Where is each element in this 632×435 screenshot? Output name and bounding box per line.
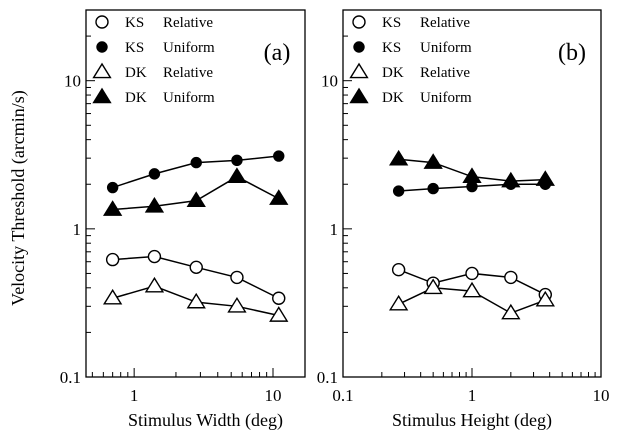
data-point <box>535 170 555 186</box>
x-tick-label: 1 <box>468 386 477 405</box>
data-point <box>227 167 247 183</box>
legend-subject: KS <box>125 15 144 31</box>
legend-marker <box>96 41 108 53</box>
series-dk-relative <box>388 278 555 320</box>
data-point <box>388 149 409 166</box>
panel-a: 1 10 0.1 1 10 Stimulus Width (deg) (a) KS Relati… <box>60 9 306 431</box>
data-point <box>102 200 123 216</box>
data-point <box>465 266 479 281</box>
y-tick-label: 10 <box>321 72 338 91</box>
data-point <box>230 270 244 285</box>
x-tick-label: 10 <box>265 386 282 405</box>
y-tick-label: 0.1 <box>317 368 338 387</box>
data-point <box>189 260 203 275</box>
data-point <box>227 296 247 313</box>
plot-frame <box>85 9 306 378</box>
x-axis-label: Stimulus Width (deg) <box>128 410 283 431</box>
data-point <box>501 171 521 188</box>
legend-condition: Uniform <box>420 40 472 56</box>
legend-marker <box>92 87 112 104</box>
y-axis-label: Velocity Threshold (arcmin/s) <box>8 90 29 306</box>
x-tick-label: 0.1 <box>332 386 353 405</box>
panel-label: (b) <box>558 40 586 66</box>
data-point <box>504 270 518 285</box>
data-point <box>388 294 409 311</box>
data-point <box>186 191 206 207</box>
series-dk-relative <box>102 276 289 322</box>
series-ks-relative <box>105 249 286 305</box>
legend-subject: KS <box>382 15 401 31</box>
y-tick-label: 0.1 <box>60 368 81 387</box>
legend-marker <box>352 15 366 29</box>
x-tick-label: 1 <box>130 386 139 405</box>
legend-condition: Uniform <box>163 40 215 56</box>
legend-marker <box>349 87 369 104</box>
y-tick-label: 1 <box>73 220 82 239</box>
data-point <box>269 306 289 322</box>
data-point <box>501 303 521 320</box>
legend-condition: Relative <box>420 65 470 81</box>
data-point <box>102 288 123 305</box>
data-point <box>147 249 162 264</box>
legend-marker <box>353 41 365 53</box>
legend: KS Relative KS Uniform DK Relative DK Uniform <box>92 15 215 106</box>
data-point <box>269 189 289 205</box>
data-point <box>148 168 161 180</box>
legend-marker <box>95 15 109 29</box>
panel-b: 0.1 1 10 0.1 1 10 Stimulus Height (deg) (b) KS Re… <box>317 9 610 431</box>
legend-condition: Relative <box>163 65 213 81</box>
legend-subject: DK <box>125 90 147 106</box>
data-point <box>535 290 555 307</box>
legend-subject: DK <box>382 90 404 106</box>
data-point <box>273 150 285 162</box>
x-axis-label: Stimulus Height (deg) <box>392 410 552 431</box>
series-dk-uniform <box>102 167 289 216</box>
data-point <box>466 180 478 193</box>
data-point <box>462 167 482 183</box>
x-tick-label: 10 <box>593 386 610 405</box>
data-point <box>423 153 443 169</box>
legend-condition: Relative <box>163 15 213 31</box>
data-point <box>392 185 405 197</box>
data-point <box>272 291 286 305</box>
legend-condition: Uniform <box>420 90 472 106</box>
data-point <box>462 281 482 298</box>
series-dk-uniform <box>388 149 555 188</box>
data-point <box>186 292 206 309</box>
series-ks-uniform <box>106 150 285 194</box>
legend: KS Relative KS Uniform DK Relative DK Uniform <box>349 15 472 106</box>
legend-subject: KS <box>382 40 401 56</box>
legend-subject: DK <box>125 65 147 81</box>
data-point <box>423 278 443 295</box>
legend-marker <box>92 62 112 79</box>
legend-subject: DK <box>382 65 404 81</box>
y-tick-label: 10 <box>64 72 81 91</box>
legend-condition: Uniform <box>163 90 215 106</box>
data-point <box>427 182 439 195</box>
data-point <box>190 156 202 169</box>
y-tick-label: 1 <box>330 220 339 239</box>
data-point <box>106 181 119 194</box>
data-point <box>391 262 406 277</box>
panel-label: (a) <box>264 40 291 66</box>
data-point <box>105 252 120 267</box>
data-point <box>144 196 165 213</box>
data-point <box>144 276 165 293</box>
legend-marker <box>349 62 369 79</box>
data-point <box>231 154 243 167</box>
legend-condition: Relative <box>420 15 470 31</box>
legend-subject: KS <box>125 40 144 56</box>
